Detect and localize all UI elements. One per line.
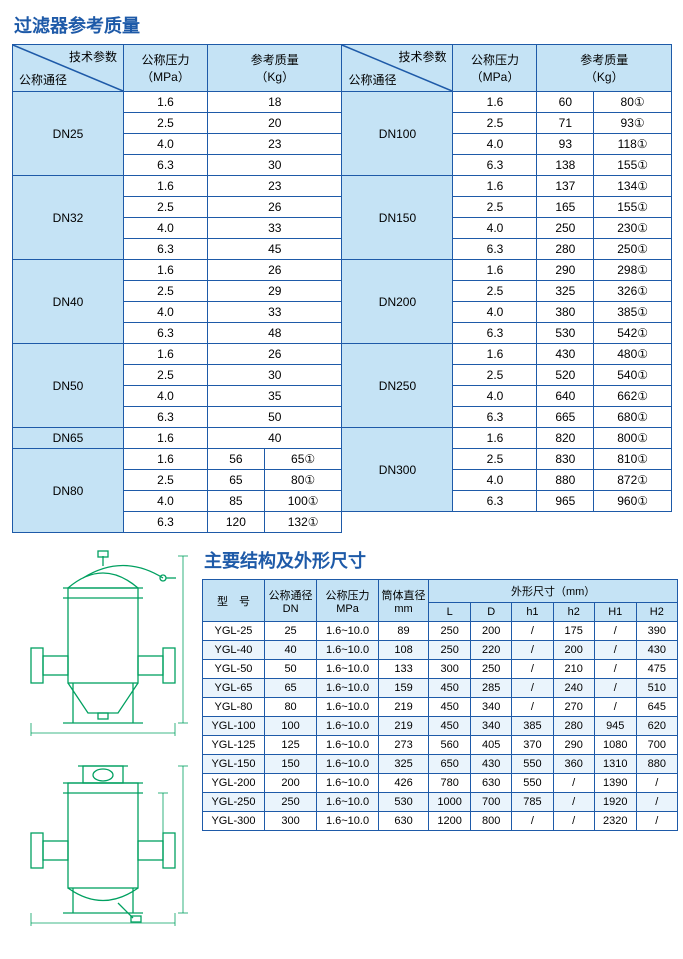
table-row: YGL-50501.6~10.0133300250/210/475 xyxy=(203,660,678,679)
dn-cell: DN200 xyxy=(342,260,453,344)
table-row: YGL-80801.6~10.0219450340/270/645 xyxy=(203,698,678,717)
col-mass-left: 参考质量（Kg） xyxy=(208,45,342,92)
dn-cell: DN40 xyxy=(13,260,124,344)
table-row: YGL-40401.6~10.0108250220/200/430 xyxy=(203,641,678,660)
col-pressure-right: 公称压力（MPa） xyxy=(453,45,537,92)
table-row: YGL-2002001.6~10.0426780630550/1390/ xyxy=(203,774,678,793)
dn-cell: DN65 xyxy=(13,428,124,449)
filter-mass-table: 技术参数 公称通径 公称压力（MPa） 参考质量（Kg） 技术参数 公称通径 公… xyxy=(12,44,672,533)
table-row: YGL-3003001.6~10.06301200800//2320/ xyxy=(203,812,678,831)
table-row: YGL-1501501.6~10.03256504305503601310880 xyxy=(203,755,678,774)
figure-top xyxy=(12,547,202,739)
col-dn: 公称通径DN xyxy=(264,580,316,622)
col-dia: 筒体直径mm xyxy=(378,580,428,622)
table-b-title: 主要结构及外形尺寸 xyxy=(204,547,678,573)
dn-cell: DN150 xyxy=(342,176,453,260)
figure-bottom xyxy=(12,757,202,929)
dn-cell: DN80 xyxy=(13,449,124,533)
col-model: 型 号 xyxy=(203,580,265,622)
col-mass-right: 参考质量（Kg） xyxy=(537,45,672,92)
dimensions-table: 型 号 公称通径DN 公称压力MPa 筒体直径mm 外形尺寸（mm） LDh1h… xyxy=(202,579,678,831)
dn-cell: DN32 xyxy=(13,176,124,260)
table-row: YGL-25251.6~10.089250200/175/390 xyxy=(203,622,678,641)
dn-cell: DN300 xyxy=(342,428,453,512)
diag-header-left: 技术参数 公称通径 xyxy=(13,45,124,92)
col-pressure-left: 公称压力（MPa） xyxy=(124,45,208,92)
dn-cell: DN100 xyxy=(342,92,453,176)
col-outline: 外形尺寸（mm） xyxy=(429,580,678,603)
table-a-title: 过滤器参考质量 xyxy=(14,12,671,38)
dn-cell: DN250 xyxy=(342,344,453,428)
dn-cell: DN25 xyxy=(13,92,124,176)
dn-cell: DN50 xyxy=(13,344,124,428)
table-row: YGL-65651.6~10.0159450285/240/510 xyxy=(203,679,678,698)
col-mpa: 公称压力MPa xyxy=(317,580,379,622)
table-row: YGL-1001001.6~10.0219450340385280945620 xyxy=(203,717,678,736)
table-row: YGL-1251251.6~10.02735604053702901080700 xyxy=(203,736,678,755)
diag-header-right: 技术参数 公称通径 xyxy=(342,45,453,92)
table-row: YGL-2502501.6~10.05301000700785/1920/ xyxy=(203,793,678,812)
